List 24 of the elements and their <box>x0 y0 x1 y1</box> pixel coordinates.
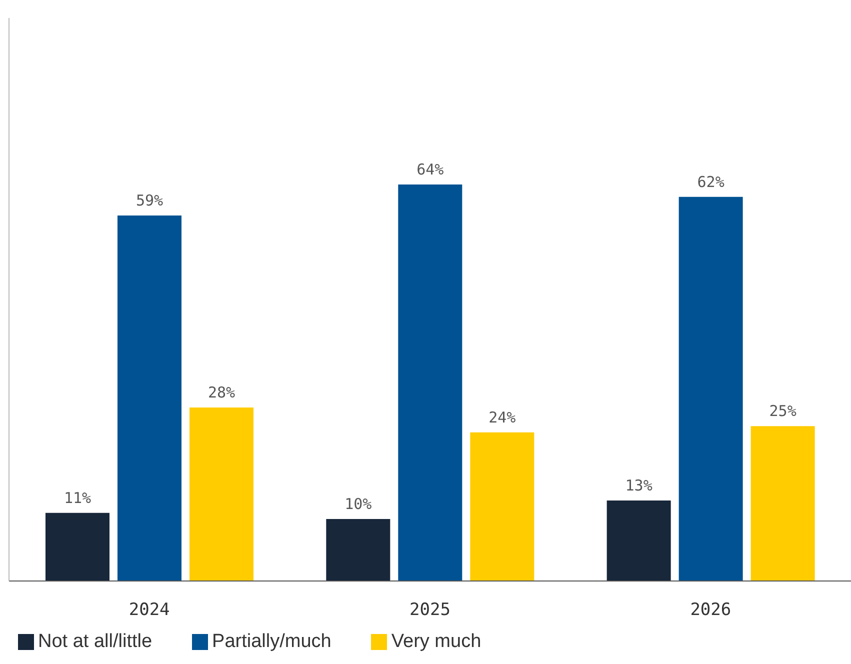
data-label: 25% <box>769 402 796 420</box>
data-label: 10% <box>344 495 372 514</box>
data-label: 64% <box>416 160 444 179</box>
data-label: 13% <box>625 476 652 494</box>
x-tick-label: 2025 <box>410 600 450 620</box>
bar <box>750 426 815 581</box>
x-tick-label: 2024 <box>128 600 170 620</box>
bar <box>117 215 182 581</box>
bar <box>326 519 390 581</box>
data-label: 28% <box>208 384 236 402</box>
x-tick-label: 2026 <box>690 600 732 620</box>
legend-label: Partially/much <box>212 631 332 652</box>
data-label: 24% <box>488 408 516 426</box>
bar <box>470 432 534 581</box>
legend-label: Not at all/little <box>38 631 152 652</box>
bar <box>398 184 462 581</box>
bar <box>678 196 743 581</box>
data-label: 11% <box>64 488 92 507</box>
legend-label: Very much <box>391 631 482 652</box>
bar <box>606 500 671 581</box>
data-label: 59% <box>136 191 164 210</box>
bar <box>45 512 110 581</box>
data-label: 62% <box>697 172 724 191</box>
bar <box>189 408 254 581</box>
